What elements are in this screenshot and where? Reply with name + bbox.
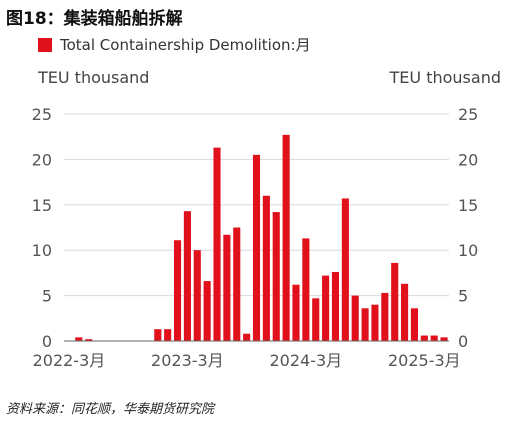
y-tick-label-left: 10 bbox=[32, 241, 52, 260]
bar bbox=[302, 238, 310, 341]
bar bbox=[420, 335, 428, 341]
y-tick-label-left: 25 bbox=[32, 105, 52, 124]
bar bbox=[341, 198, 349, 341]
bar bbox=[331, 271, 340, 341]
bar bbox=[440, 337, 448, 341]
y-ticks-left: 0 5 10 15 20 25 bbox=[32, 105, 52, 351]
bar bbox=[361, 308, 369, 341]
bar bbox=[391, 262, 399, 341]
bar bbox=[312, 298, 320, 341]
bar bbox=[282, 134, 290, 341]
y-axis-unit-left: TEU thousand bbox=[38, 68, 150, 87]
bar bbox=[262, 195, 270, 341]
y-tick-label-right: 10 bbox=[458, 241, 478, 260]
y-ticks-right: 0 5 10 15 20 25 bbox=[458, 105, 478, 351]
x-tick-label: 2022-3月 bbox=[33, 351, 106, 370]
bar bbox=[351, 295, 359, 341]
y-tick-label-left: 5 bbox=[42, 287, 52, 306]
bar bbox=[223, 234, 231, 341]
bar bbox=[381, 292, 389, 341]
bar bbox=[233, 227, 241, 341]
y-tick-label-left: 0 bbox=[42, 332, 52, 351]
bar bbox=[154, 329, 162, 341]
y-tick-label-right: 5 bbox=[458, 287, 468, 306]
bar bbox=[213, 147, 221, 341]
y-axis-unit-right: TEU thousand bbox=[389, 68, 501, 87]
bar bbox=[243, 333, 251, 341]
bar bbox=[173, 240, 182, 341]
bar bbox=[85, 339, 93, 341]
x-tick-label: 2023-3月 bbox=[151, 351, 224, 370]
bar bbox=[292, 284, 300, 341]
x-tick-label: 2024-3月 bbox=[270, 351, 343, 370]
y-tick-label-left: 20 bbox=[32, 150, 52, 169]
x-tick-label: 2025-3月 bbox=[388, 351, 461, 370]
y-tick-label-right: 15 bbox=[458, 196, 478, 215]
bar bbox=[371, 304, 379, 341]
bar bbox=[75, 337, 83, 341]
bar bbox=[203, 281, 211, 341]
bar bbox=[252, 154, 261, 341]
legend: Total Containership Demolition:月 bbox=[38, 34, 311, 55]
chart-title: 图18：集装箱船舶拆解 bbox=[6, 9, 183, 29]
y-tick-label-right: 20 bbox=[458, 150, 478, 169]
legend-swatch bbox=[38, 37, 52, 52]
bars bbox=[75, 134, 448, 341]
source-note: 资料来源：同花顺，华泰期货研究院 bbox=[6, 402, 215, 417]
x-ticks: 2022-3月 2023-3月 2024-3月 2025-3月 bbox=[33, 351, 461, 370]
legend-label: Total Containership Demolition:月 bbox=[60, 36, 311, 54]
bar bbox=[193, 250, 201, 341]
bar bbox=[272, 212, 280, 341]
bar bbox=[410, 308, 419, 341]
bar bbox=[322, 275, 330, 341]
bar bbox=[183, 211, 191, 341]
y-tick-label-left: 15 bbox=[32, 196, 52, 215]
y-tick-label-right: 0 bbox=[458, 332, 468, 351]
bar bbox=[401, 283, 409, 341]
bar bbox=[164, 329, 172, 341]
bar bbox=[430, 335, 438, 341]
y-tick-label-right: 25 bbox=[458, 105, 478, 124]
